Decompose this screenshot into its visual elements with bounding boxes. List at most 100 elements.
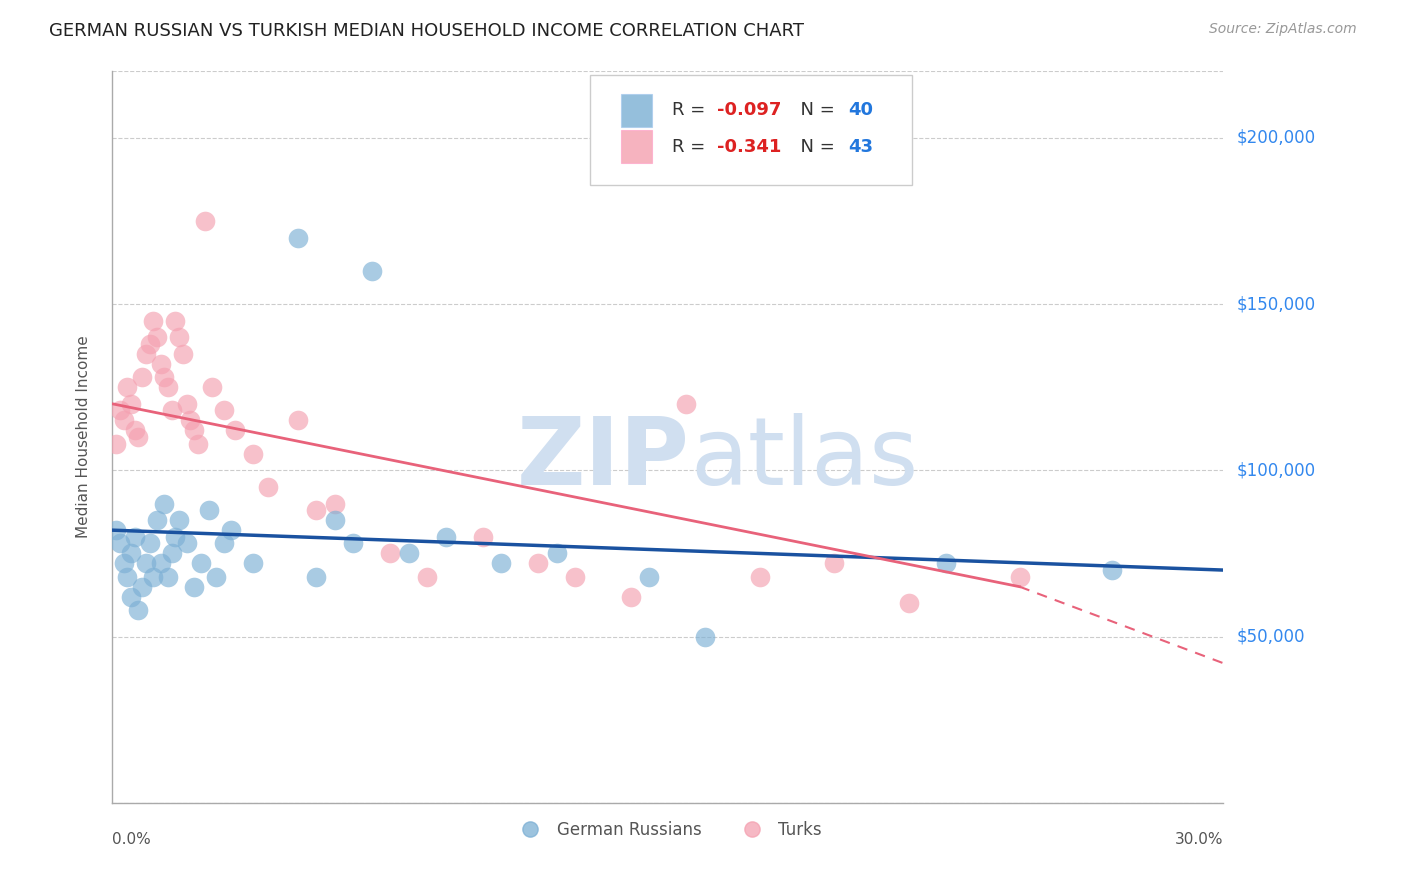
Point (287, 230, 309, 244)
Point (167, 330, 190, 344)
Point (287, 413, 309, 427)
Point (165, 314, 187, 328)
Point (157, 380, 180, 394)
Point (131, 580, 153, 594)
Text: N =: N = (789, 137, 841, 156)
Point (416, 570, 439, 584)
Text: $50,000: $50,000 (1237, 628, 1306, 646)
Point (117, 380, 139, 394)
Point (142, 314, 165, 328)
Point (212, 403, 235, 417)
Point (205, 570, 228, 584)
Bar (621, 130, 652, 163)
Point (305, 503, 328, 517)
Point (620, 590, 643, 604)
Point (201, 380, 224, 394)
Point (135, 347, 157, 361)
Point (105, 436, 128, 450)
Point (124, 424, 146, 438)
Point (1101, 563, 1123, 577)
Point (360, 264, 382, 278)
Point (434, 530, 457, 544)
Text: $100,000: $100,000 (1237, 461, 1316, 479)
Point (108, 536, 131, 550)
Point (112, 557, 135, 571)
Point (242, 447, 264, 461)
Text: 30.0%: 30.0% (1175, 832, 1223, 847)
Point (242, 557, 264, 571)
Point (257, 480, 280, 494)
Text: ZIP: ZIP (517, 413, 690, 505)
Point (105, 523, 128, 537)
Point (546, 546, 568, 560)
Text: 40: 40 (848, 101, 873, 120)
Point (153, 370, 176, 384)
Point (120, 546, 142, 560)
Point (127, 430, 149, 444)
Point (153, 497, 176, 511)
Legend: German Russians, Turks: German Russians, Turks (508, 814, 828, 846)
Point (165, 530, 187, 544)
Text: atlas: atlas (690, 413, 918, 505)
Point (149, 557, 172, 571)
Point (149, 357, 172, 371)
Text: R =: R = (672, 101, 711, 120)
Point (176, 397, 198, 411)
Point (146, 330, 169, 344)
Point (1008, 570, 1031, 584)
Point (398, 546, 420, 560)
Point (183, 424, 205, 438)
Point (194, 214, 217, 228)
Point (138, 536, 160, 550)
Point (212, 536, 235, 550)
Point (693, 630, 716, 644)
Point (117, 570, 139, 584)
Point (142, 570, 165, 584)
Point (564, 570, 586, 584)
Point (935, 557, 957, 571)
Point (120, 397, 142, 411)
Text: -0.341: -0.341 (717, 137, 782, 156)
Point (749, 570, 772, 584)
Point (323, 513, 346, 527)
Point (124, 530, 146, 544)
Point (167, 513, 190, 527)
Text: -0.097: -0.097 (717, 101, 782, 120)
Point (471, 530, 494, 544)
Text: GERMAN RUSSIAN VS TURKISH MEDIAN HOUSEHOLD INCOME CORRELATION CHART: GERMAN RUSSIAN VS TURKISH MEDIAN HOUSEHO… (49, 22, 804, 40)
Text: 0.0%: 0.0% (112, 832, 152, 847)
Point (108, 403, 131, 417)
Point (146, 513, 169, 527)
Y-axis label: Median Household Income: Median Household Income (76, 335, 91, 539)
Text: R =: R = (672, 137, 711, 156)
Point (224, 424, 246, 438)
Point (127, 603, 149, 617)
Point (897, 596, 920, 610)
Text: $150,000: $150,000 (1237, 295, 1316, 313)
Point (824, 557, 846, 571)
Point (527, 557, 550, 571)
Point (190, 557, 212, 571)
Point (638, 570, 661, 584)
Point (219, 523, 242, 537)
Point (305, 570, 328, 584)
Point (160, 403, 183, 417)
Point (675, 397, 697, 411)
FancyBboxPatch shape (591, 75, 912, 185)
Bar (621, 94, 652, 127)
Text: 43: 43 (848, 137, 873, 156)
Point (112, 413, 135, 427)
Point (176, 536, 198, 550)
Point (197, 503, 219, 517)
Point (157, 570, 180, 584)
Point (323, 497, 346, 511)
Point (172, 347, 194, 361)
Point (342, 536, 364, 550)
Point (160, 546, 183, 560)
Point (179, 413, 201, 427)
Point (138, 337, 160, 351)
Point (135, 557, 157, 571)
Point (131, 370, 153, 384)
Text: $200,000: $200,000 (1237, 128, 1316, 147)
Point (120, 590, 142, 604)
